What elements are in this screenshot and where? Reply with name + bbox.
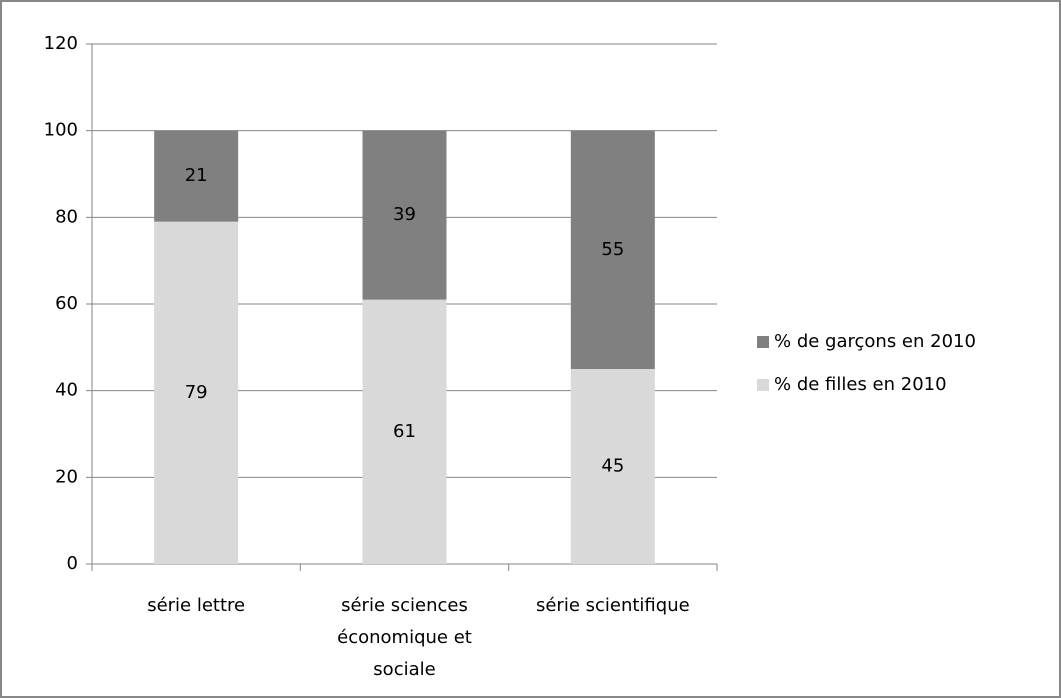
data-label: 21 — [185, 165, 208, 186]
bar-segment — [154, 221, 239, 564]
y-tick-label: 80 — [55, 206, 78, 227]
x-tick-label-line: série sciences — [341, 595, 468, 616]
data-label: 55 — [601, 239, 624, 260]
x-tick-label: série scientifique — [536, 595, 690, 616]
legend-swatch — [757, 379, 769, 391]
legend-label: % de garçons en 2010 — [774, 331, 976, 352]
x-tick-label-line: économique et — [337, 627, 472, 648]
data-label: 79 — [185, 382, 208, 403]
legend-label: % de filles en 2010 — [774, 374, 947, 395]
y-tick-label: 100 — [44, 120, 78, 141]
bar-segment — [570, 130, 655, 369]
x-tick-label-line: série scientifique — [536, 595, 690, 616]
y-tick-label: 20 — [55, 466, 78, 487]
bar-segment — [362, 299, 447, 564]
data-label: 61 — [393, 421, 416, 442]
x-tick-label: série lettre — [147, 595, 245, 616]
x-tick-label-line: sociale — [373, 659, 435, 680]
y-tick-label: 120 — [44, 33, 78, 54]
y-tick-label: 40 — [55, 380, 78, 401]
bar-segment — [154, 130, 239, 222]
bar-segment — [362, 130, 447, 300]
data-label: 45 — [601, 456, 624, 477]
legend-swatch — [757, 336, 769, 348]
y-tick-label: 60 — [55, 293, 78, 314]
bar-segment — [570, 369, 655, 564]
y-tick-label: 0 — [67, 553, 78, 574]
x-tick-label-line: série lettre — [147, 595, 245, 616]
x-tick-label: série sciences économique et sociale — [337, 595, 472, 680]
data-label: 39 — [393, 204, 416, 225]
